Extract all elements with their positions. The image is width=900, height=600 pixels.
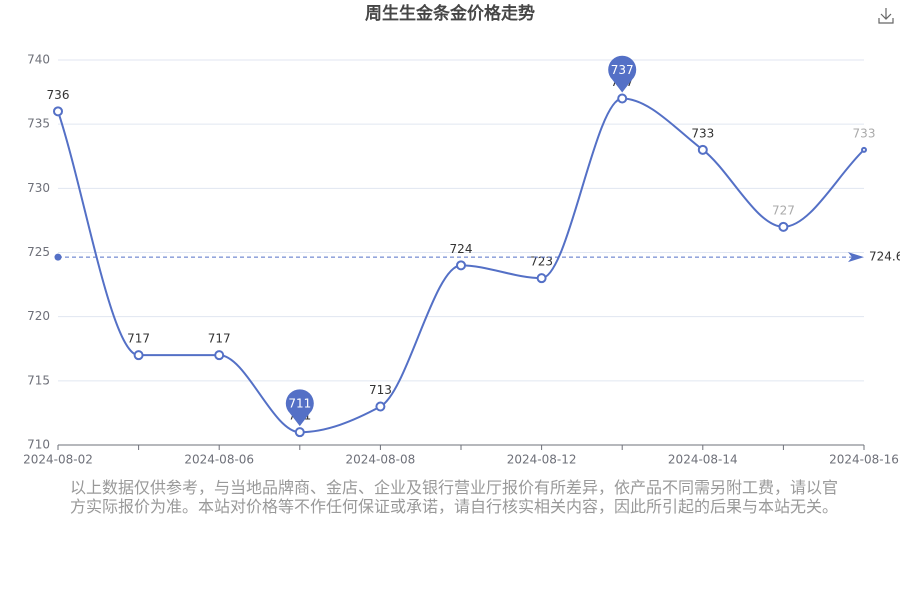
x-tick-label: 2024-08-08	[346, 453, 416, 467]
point	[294, 427, 305, 438]
value-label: 723	[530, 255, 553, 269]
download-icon[interactable]	[878, 8, 894, 24]
y-tick-label: 735	[27, 117, 50, 131]
pin-label: 711	[288, 397, 311, 411]
mean-start	[54, 253, 62, 261]
y-tick-label: 715	[27, 373, 50, 387]
point	[617, 93, 628, 104]
y-tick-label: 710	[27, 438, 50, 452]
point	[214, 350, 225, 361]
mean-label: 724.6	[869, 250, 900, 264]
point	[133, 350, 144, 361]
x-tick-label: 2024-08-06	[184, 453, 254, 467]
value-label: 733	[853, 126, 876, 140]
y-tick-label: 725	[27, 245, 50, 259]
pin-label: 737	[611, 63, 634, 77]
point	[536, 273, 547, 284]
value-label: 724	[450, 242, 473, 256]
pin	[608, 55, 637, 93]
y-tick-label: 740	[27, 53, 50, 67]
value-label: 733	[691, 126, 714, 140]
y-tick-label: 720	[27, 309, 50, 323]
point	[53, 106, 63, 117]
download-button[interactable]	[878, 8, 894, 24]
mean-arrow	[848, 252, 864, 263]
value-label: 717	[208, 332, 231, 346]
pin	[285, 389, 314, 427]
point	[375, 401, 386, 412]
x-tick-label: 2024-08-12	[507, 453, 577, 467]
value-label: 727	[772, 203, 795, 217]
value-label: 713	[369, 383, 392, 397]
x-tick-label: 2024-08-16	[829, 453, 899, 467]
y-tick-label: 730	[27, 181, 50, 195]
disclaimer: 以上数据仅供参考，与当地品牌商、金店、企业及银行营业厅报价有所差异，依产品不同需…	[70, 478, 839, 516]
point	[697, 144, 708, 155]
point	[861, 146, 867, 153]
chart-title: 周生生金条金价格走势	[365, 3, 535, 24]
value-label: 736	[47, 88, 70, 102]
value-label: 717	[127, 332, 150, 346]
point	[456, 260, 466, 271]
x-tick-label: 2024-08-02	[23, 453, 93, 467]
x-tick-label: 2024-08-14	[668, 453, 738, 467]
point	[778, 221, 789, 232]
